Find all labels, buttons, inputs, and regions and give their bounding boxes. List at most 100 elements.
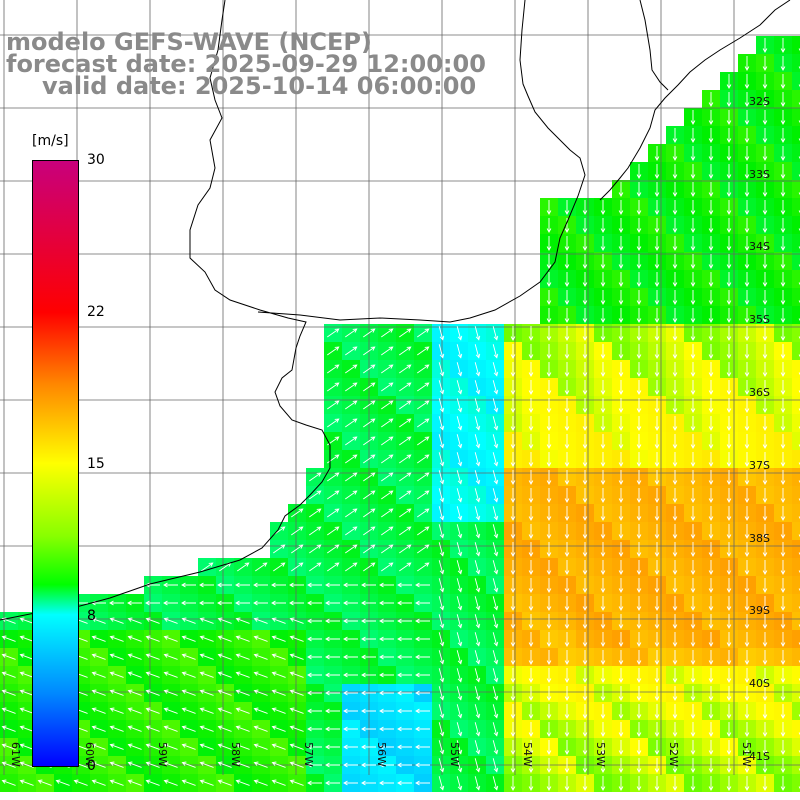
- wind-arrow: [528, 704, 534, 719]
- wind-arrow: [199, 761, 214, 768]
- wind-cell: [792, 216, 800, 234]
- wind-arrow: [253, 725, 268, 732]
- wind-arrow: [345, 328, 358, 338]
- wind-arrow: [492, 668, 499, 683]
- wind-arrow: [438, 758, 445, 773]
- wind-arrow: [327, 562, 340, 572]
- wind-arrow: [672, 686, 678, 701]
- wind-arrow: [417, 400, 430, 410]
- wind-arrow: [672, 650, 678, 665]
- wind-arrow: [363, 382, 376, 392]
- wind-arrow: [780, 686, 786, 701]
- wind-arrow: [726, 776, 732, 791]
- wind-cell: [792, 468, 800, 486]
- wind-arrow: [780, 740, 786, 755]
- wind-arrow: [492, 524, 499, 539]
- wind-arrow: [510, 776, 516, 791]
- wind-arrow: [600, 254, 606, 269]
- wind-arrow: [528, 776, 534, 791]
- wind-arrow: [417, 508, 430, 518]
- wind-arrow: [672, 200, 678, 215]
- wind-arrow: [708, 542, 714, 557]
- wind-arrow: [762, 506, 768, 521]
- wind-arrow: [582, 218, 588, 233]
- wind-arrow: [654, 272, 660, 287]
- wind-arrow: [726, 614, 732, 629]
- wind-arrow: [618, 686, 624, 701]
- wind-arrow: [217, 779, 232, 786]
- wind-arrow: [345, 454, 358, 464]
- wind-arrow: [217, 725, 232, 732]
- wind-arrow: [415, 636, 430, 642]
- wind-arrow: [492, 632, 499, 647]
- wind-arrow: [708, 344, 714, 359]
- wind-arrow: [654, 740, 660, 755]
- wind-arrow: [474, 632, 481, 647]
- wind-arrow: [636, 434, 642, 449]
- wind-arrow: [636, 686, 642, 701]
- wind-arrow: [708, 92, 714, 107]
- wind-arrow: [618, 704, 624, 719]
- wind-arrow: [708, 524, 714, 539]
- wind-arrow: [181, 653, 196, 660]
- wind-arrow: [1, 725, 16, 732]
- wind-cell: [792, 54, 800, 72]
- wind-arrow: [91, 779, 106, 786]
- wind-arrow: [762, 488, 768, 503]
- wind-arrow: [327, 418, 340, 428]
- wind-arrow: [381, 526, 394, 536]
- wind-arrow: [325, 780, 340, 786]
- wind-arrow: [672, 272, 678, 287]
- wind-arrow: [726, 380, 732, 395]
- wind-arrow: [325, 582, 340, 588]
- wind-arrow: [546, 632, 552, 647]
- wind-arrow: [438, 380, 445, 395]
- wind-arrow: [397, 780, 412, 786]
- wind-arrow: [399, 526, 412, 536]
- wind-arrow: [397, 618, 412, 624]
- wind-arrow: [291, 508, 304, 518]
- wind-arrow: [672, 560, 678, 575]
- wind-arrow: [289, 671, 304, 678]
- wind-arrow: [780, 200, 786, 215]
- wind-cell: [792, 684, 800, 702]
- wind-arrow: [217, 761, 232, 768]
- wind-arrow: [91, 653, 106, 660]
- wind-arrow: [438, 524, 445, 539]
- wind-arrow: [199, 582, 214, 588]
- wind-arrow: [672, 596, 678, 611]
- wind-arrow: [217, 671, 232, 678]
- wind-arrow: [546, 740, 552, 755]
- wind-arrow: [564, 236, 570, 251]
- wind-arrow: [744, 740, 750, 755]
- wind-arrow: [744, 254, 750, 269]
- wind-arrow: [780, 380, 786, 395]
- wind-arrow: [744, 272, 750, 287]
- wind-arrow: [235, 617, 250, 624]
- wind-arrow: [546, 686, 552, 701]
- wind-arrow: [582, 308, 588, 323]
- wind-arrow: [415, 690, 430, 696]
- wind-arrow: [726, 506, 732, 521]
- wind-arrow: [127, 743, 142, 750]
- wind-arrow: [415, 744, 430, 750]
- lon-label-60w: 60W: [83, 742, 96, 767]
- wind-arrow: [307, 690, 322, 696]
- wind-arrow: [397, 582, 412, 588]
- wind-arrow: [564, 452, 570, 467]
- wind-arrow: [528, 326, 534, 341]
- wind-arrow: [417, 328, 430, 338]
- wind-arrow: [546, 470, 552, 485]
- wind-arrow: [762, 596, 768, 611]
- wind-arrow: [327, 508, 340, 518]
- wind-arrow: [744, 542, 750, 557]
- wind-arrow: [289, 707, 304, 714]
- wind-arrow: [19, 743, 34, 750]
- wind-arrow: [289, 725, 304, 732]
- wind-arrow: [780, 416, 786, 431]
- wind-arrow: [343, 654, 358, 660]
- wind-arrow: [636, 506, 642, 521]
- wind-arrow: [415, 582, 430, 588]
- wind-arrow: [564, 488, 570, 503]
